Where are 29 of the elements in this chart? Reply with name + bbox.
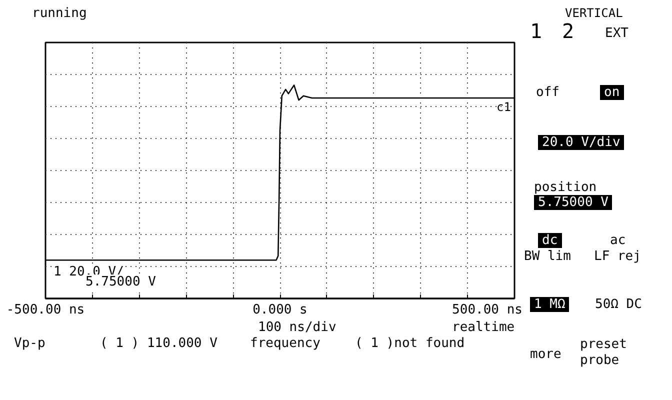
text: dc xyxy=(538,233,562,248)
text: 5.75000 V xyxy=(534,195,612,210)
text: off xyxy=(536,85,560,100)
text: LF rej xyxy=(594,249,641,264)
text: ac xyxy=(610,233,626,248)
x-tick-label: -500.00 ns xyxy=(6,302,85,318)
text: BW lim xyxy=(524,249,571,264)
text: ( 1 )not found xyxy=(355,336,465,351)
text: 20.0 V/div xyxy=(538,135,624,150)
x-tick-label: 500.00 ns xyxy=(452,302,523,318)
text: 1 xyxy=(530,19,542,43)
text: position xyxy=(534,180,597,195)
text: ( 1 ) 110.000 V xyxy=(100,336,218,351)
text: preset xyxy=(580,337,627,352)
text: frequency xyxy=(250,336,320,351)
text: running xyxy=(32,6,87,21)
text: 1 MΩ xyxy=(530,297,570,312)
text: on xyxy=(600,85,624,100)
series-label: c1 xyxy=(496,100,511,114)
text: 100 ns/div xyxy=(258,320,336,335)
x-tick-label: 0.000 s xyxy=(252,302,308,318)
text: more xyxy=(530,347,562,362)
text: VERTICAL xyxy=(565,6,623,20)
text: Vp-p xyxy=(14,336,46,351)
text: realtime xyxy=(452,320,515,335)
text: probe xyxy=(580,353,620,368)
text: 2 xyxy=(562,19,574,43)
text: 50Ω DC xyxy=(595,297,642,312)
text: EXT xyxy=(605,26,628,41)
